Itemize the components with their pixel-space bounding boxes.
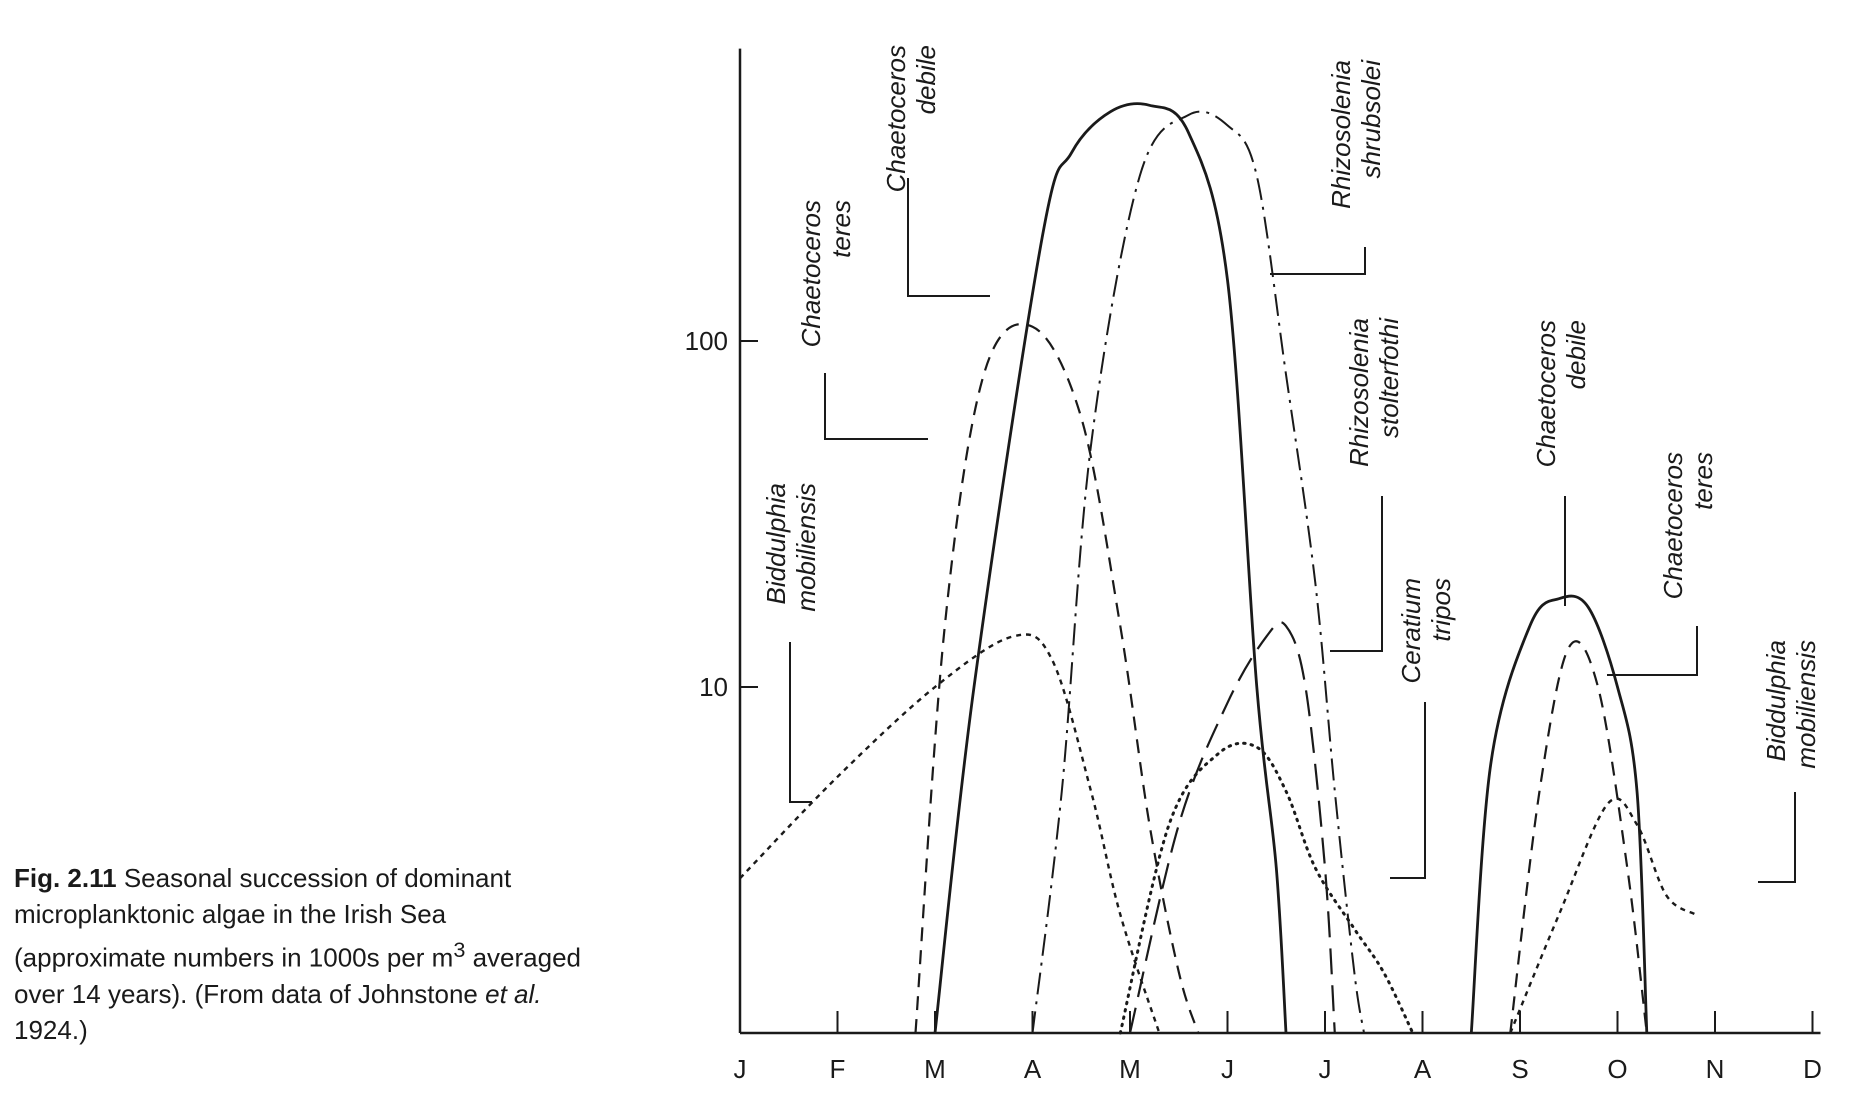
series-label-leader-line — [907, 178, 990, 297]
x-tick-label: S — [1511, 1054, 1528, 1084]
series-label-line1: Rhizosolenia — [1326, 60, 1356, 209]
series-label-line2: debile — [911, 45, 941, 114]
series-label-line1: Biddulphia — [1761, 640, 1791, 761]
series-label-line1: Chaetoceros — [1531, 320, 1561, 467]
series-label-line1: Rhizosolenia — [1344, 318, 1374, 467]
series-label-text: Chaetocerosdebile — [1531, 320, 1591, 467]
series-label-line1: Ceratium — [1396, 578, 1426, 683]
x-tick-label: A — [1414, 1054, 1432, 1084]
series-label-line1: Chaetoceros — [1658, 452, 1688, 599]
series-label-line1: Chaetoceros — [881, 45, 911, 192]
series-label: Chaetocerosdebile — [881, 45, 990, 297]
caption-superscript: 3 — [453, 937, 466, 962]
y-tick-label: 10 — [699, 672, 728, 702]
caption-text-1: Seasonal succession of dominant micropla… — [14, 863, 512, 973]
series-line-chaetoceros-teres-second-bloom — [1509, 640, 1648, 1034]
series-label-text: Chaetocerosdebile — [881, 45, 941, 192]
series-line-biddulphia-mobiliensis-second-bloom — [1509, 797, 1697, 1034]
series-label-text: Biddulphiamobiliensis — [1761, 640, 1821, 769]
series-label-line2: teres — [826, 200, 856, 258]
series-label: Chaetocerosteres — [796, 200, 928, 440]
series-label-line2: stolterfothi — [1374, 317, 1404, 438]
series-line-chaetoceros-teres — [914, 323, 1200, 1034]
series-label: Chaetocerosdebile — [1531, 320, 1591, 606]
series-line-biddulphia-mobiliensis — [739, 633, 1161, 1034]
series-label-text: Biddulphiamobiliensis — [761, 483, 821, 612]
x-tick-label: N — [1706, 1054, 1725, 1084]
series-label-leader-line — [1330, 496, 1383, 652]
series-label-line2: shrubsolei — [1356, 59, 1386, 179]
series-line-chaetoceros-debile-second-bloom — [1469, 594, 1649, 1034]
series-label-text: Chaetocerosteres — [796, 200, 856, 347]
y-tick-label: 100 — [685, 326, 728, 356]
series-label-line1: Biddulphia — [761, 483, 791, 604]
series-label: Rhizosoleniastolterfothi — [1330, 317, 1404, 652]
series-label-text: Rhizosoleniastolterfothi — [1344, 317, 1404, 467]
x-tick-label: M — [1119, 1054, 1141, 1084]
caption-et-al: et al. — [485, 978, 542, 1009]
x-tick-label: D — [1803, 1054, 1822, 1084]
series-label-line2: mobiliensis — [791, 483, 821, 612]
series-label-leader-line — [789, 642, 812, 803]
series-label: Biddulphiamobiliensis — [761, 483, 821, 803]
series-label-line2: teres — [1688, 452, 1718, 510]
series-line-chaetoceros-debile — [933, 102, 1288, 1034]
series-line-rhizosolenia-stolterfothi — [1128, 621, 1336, 1034]
series-label-leader-line — [824, 373, 928, 440]
x-tick-label: M — [924, 1054, 946, 1084]
figure-caption: Fig. 2.11 Seasonal succession of dominan… — [14, 860, 589, 1048]
chart-series — [739, 102, 1697, 1035]
x-tick-label: J — [1319, 1054, 1332, 1084]
series-label: Rhizosoleniashrubsolei — [1270, 59, 1386, 275]
series-label-line2: debile — [1561, 320, 1591, 389]
series-line-ceratium-tripos — [1118, 741, 1415, 1035]
x-tick-label: F — [830, 1054, 846, 1084]
series-label-leader-line — [1390, 702, 1426, 879]
series-label: Biddulphiamobiliensis — [1758, 640, 1821, 883]
caption-text-2: averaged over 14 years). (From data of J… — [14, 942, 582, 1009]
series-label-leader-line — [1607, 626, 1698, 676]
series-label-text: Ceratiumtripos — [1396, 578, 1456, 683]
figure-number: Fig. 2.11 — [14, 863, 117, 893]
series-label-text: Rhizosoleniashrubsolei — [1326, 59, 1386, 209]
x-tick-label: O — [1607, 1054, 1627, 1084]
x-tick-label: J — [1221, 1054, 1234, 1084]
chart-series-labels: Chaetocerosdebile RhizosoleniashrubsoleiC… — [761, 45, 1821, 883]
series-line-rhizosolenia-shrubsolei — [1031, 110, 1365, 1034]
series-label-leader-line — [1758, 792, 1796, 883]
series-label-line2: tripos — [1426, 578, 1456, 642]
chart-axes: 10 100 J F M A M J J A S O N D — [685, 48, 1822, 1084]
series-label: Chaetocerosteres — [1607, 452, 1718, 676]
caption-text-3: 1924.) — [14, 1014, 88, 1045]
x-tick-label: J — [734, 1054, 747, 1084]
x-tick-label: A — [1024, 1054, 1042, 1084]
series-label-line1: Chaetoceros — [796, 200, 826, 347]
series-label-leader-line — [1270, 247, 1366, 275]
series-label-text: Chaetocerosteres — [1658, 452, 1718, 599]
series-label-line2: mobiliensis — [1791, 640, 1821, 769]
series-label: Ceratiumtripos — [1390, 578, 1456, 879]
